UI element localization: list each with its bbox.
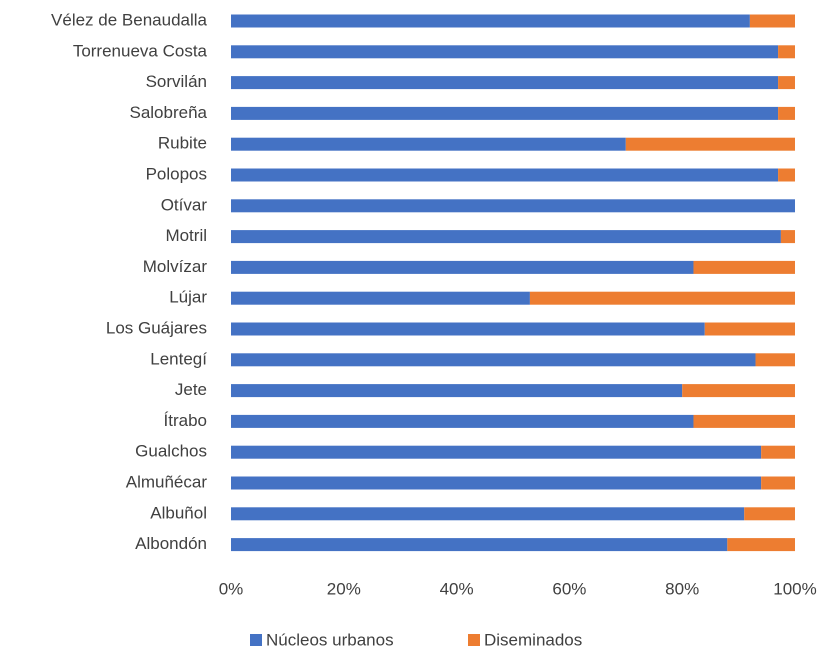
category-label: Los Guájares: [106, 318, 207, 337]
bar-segment: [231, 322, 705, 336]
bar-segment: [231, 384, 683, 398]
bar-segment: [231, 45, 779, 59]
bar-segment: [231, 353, 756, 367]
x-tick-label: 20%: [327, 579, 361, 598]
category-label: Rubite: [158, 134, 207, 153]
bar-segment: [231, 168, 779, 182]
category-label: Molvízar: [143, 257, 208, 276]
category-label: Ítrabo: [164, 411, 207, 430]
bar-segment: [778, 76, 795, 90]
category-label: Vélez de Benaudalla: [51, 10, 208, 29]
bar-segment: [231, 137, 626, 151]
bar-segment: [704, 322, 795, 336]
legend-swatch: [250, 634, 262, 646]
bar-segment: [231, 476, 762, 490]
bar-segment: [231, 260, 694, 274]
bar-segment: [682, 384, 795, 398]
bar-segment: [778, 106, 795, 120]
category-label: Gualchos: [135, 442, 207, 461]
bar-segment: [780, 230, 795, 244]
bar-segment: [231, 106, 779, 120]
bar-segment: [761, 476, 795, 490]
bar-segment: [693, 260, 795, 274]
bar-segment: [231, 230, 781, 244]
x-tick-label: 60%: [552, 579, 586, 598]
bar-segment: [744, 507, 795, 521]
category-label: Motril: [165, 226, 207, 245]
bar-segment: [778, 168, 795, 182]
bar-segment: [231, 14, 750, 28]
bar-segment: [529, 291, 795, 305]
category-label: Lújar: [169, 288, 207, 307]
bar-segment: [727, 538, 795, 552]
category-label: Jete: [175, 380, 207, 399]
bar-segment: [231, 445, 762, 459]
bar-segment: [231, 199, 795, 213]
bar-segment: [625, 137, 795, 151]
category-label: Torrenueva Costa: [73, 41, 208, 60]
category-label: Sorvilán: [146, 72, 207, 91]
x-tick-label: 40%: [440, 579, 474, 598]
bar-segment: [231, 291, 530, 305]
category-label: Lentegí: [150, 349, 207, 368]
bar-segment: [231, 76, 779, 90]
category-label: Salobreña: [129, 103, 207, 122]
legend-swatch: [468, 634, 480, 646]
bar-segment: [761, 445, 795, 459]
bar-segment: [693, 414, 795, 428]
bar-segment: [231, 414, 694, 428]
bar-segment: [231, 507, 745, 521]
bar-segment: [755, 353, 795, 367]
bar-segment: [231, 538, 728, 552]
category-label: Polopos: [146, 164, 207, 183]
category-label: Albuñol: [150, 503, 207, 522]
x-tick-label: 0%: [219, 579, 244, 598]
legend-label: Núcleos urbanos: [266, 630, 394, 649]
category-label: Almuñécar: [126, 472, 208, 491]
category-label: Otívar: [161, 195, 208, 214]
x-tick-label: 100%: [773, 579, 816, 598]
bar-segment: [749, 14, 795, 28]
category-label: Albondón: [135, 534, 207, 553]
legend-label: Diseminados: [484, 630, 582, 649]
bar-segment: [778, 45, 795, 59]
x-tick-label: 80%: [665, 579, 699, 598]
